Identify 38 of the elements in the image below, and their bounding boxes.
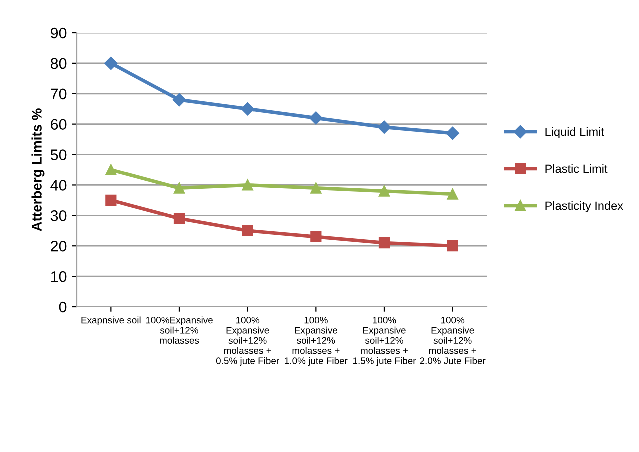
point xyxy=(447,188,458,200)
point xyxy=(174,213,186,224)
point xyxy=(106,164,117,176)
point xyxy=(378,186,390,197)
x-tick-label: Exapnsive soil xyxy=(82,316,141,326)
y-axis-title: Atterberg Limits % xyxy=(32,108,45,232)
x-tick-label: 100% Expansive soil+12% molasses + 1.0% jute Fiber xyxy=(285,316,348,366)
point xyxy=(242,180,254,191)
point xyxy=(174,182,186,194)
y-tick-label: 0 xyxy=(59,302,67,313)
point xyxy=(447,240,458,252)
point xyxy=(310,112,323,125)
legend-label: Plastic Limit xyxy=(546,164,608,174)
y-tick-label: 20 xyxy=(51,240,67,252)
legend-label: Liquid Limit xyxy=(546,128,604,139)
point xyxy=(446,126,460,140)
point xyxy=(378,120,392,134)
y-tick-label: 10 xyxy=(51,271,67,282)
point xyxy=(172,93,186,107)
y-tick-label: 30 xyxy=(50,210,67,222)
y-tick-label: 40 xyxy=(50,180,67,191)
y-tick-label: 50 xyxy=(50,150,67,160)
x-tick-label: 100% Expansive soil+12% molasses + 1.5% jute Fiber xyxy=(353,316,416,366)
y-tick-label: 70 xyxy=(51,88,67,100)
point xyxy=(106,194,117,206)
legend-label: Plasticity Index xyxy=(546,201,624,212)
point xyxy=(310,231,322,243)
y-tick-label: 60 xyxy=(51,119,67,130)
point xyxy=(310,182,322,194)
y-tick-label: 90 xyxy=(51,28,67,39)
point xyxy=(242,225,254,236)
x-tick-label: 100%Expansive soil+12% molasses xyxy=(146,316,213,344)
y-tick-label: 80 xyxy=(50,58,67,70)
x-tick-label: 100% Expansive soil+12% molasses + 2.0% Jute Fiber xyxy=(420,316,486,364)
point xyxy=(104,56,118,70)
x-tick-label: 100% Expansive soil+12% molasses + 0.5% jute Fiber xyxy=(216,316,280,366)
point xyxy=(241,102,254,116)
point xyxy=(378,238,390,249)
